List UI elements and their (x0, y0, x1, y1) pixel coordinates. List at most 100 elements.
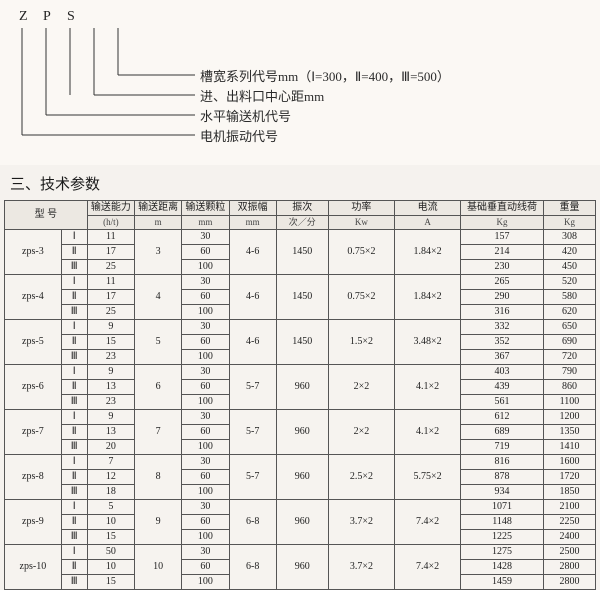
capacity-cell: 11 (87, 274, 134, 289)
col-unit: Kw (328, 216, 394, 230)
code-diagram: ZPS 槽宽系列代号mm（Ⅰ=300，Ⅱ=400，Ⅲ=500）进、出料口中心距m… (0, 0, 600, 165)
diagram-label: 水平输送机代号 (200, 106, 291, 125)
diagram-label: 槽宽系列代号mm（Ⅰ=300，Ⅱ=400，Ⅲ=500） (200, 66, 450, 85)
capacity-cell: 9 (87, 409, 134, 424)
variant-cell: Ⅲ (61, 484, 87, 499)
grain-cell: 60 (182, 379, 229, 394)
col-header: 型 号 (5, 201, 88, 230)
col-unit: mm (182, 216, 229, 230)
load-cell: 1071 (461, 499, 544, 514)
table-row: zps-3Ⅰ113304-614500.75×21.84×2157308 (5, 229, 596, 244)
freq-cell: 1450 (276, 319, 328, 364)
weight-cell: 720 (543, 349, 595, 364)
grain-cell: 30 (182, 229, 229, 244)
cur-cell: 1.84×2 (394, 229, 460, 274)
load-cell: 290 (461, 289, 544, 304)
load-cell: 316 (461, 304, 544, 319)
capacity-cell: 23 (87, 394, 134, 409)
pow-cell: 2.5×2 (328, 454, 394, 499)
freq-cell: 960 (276, 454, 328, 499)
weight-cell: 690 (543, 334, 595, 349)
capacity-cell: 15 (87, 529, 134, 544)
capacity-cell: 17 (87, 244, 134, 259)
amp-cell: 6-8 (229, 499, 276, 544)
grain-cell: 30 (182, 544, 229, 559)
freq-cell: 960 (276, 409, 328, 454)
freq-cell: 960 (276, 364, 328, 409)
cur-cell: 3.48×2 (394, 319, 460, 364)
amp-cell: 6-8 (229, 544, 276, 589)
pow-cell: 1.5×2 (328, 319, 394, 364)
grain-cell: 60 (182, 289, 229, 304)
pow-cell: 3.7×2 (328, 499, 394, 544)
table-row: zps-10Ⅰ5010306-89603.7×27.4×212752500 (5, 544, 596, 559)
dist-cell: 9 (135, 499, 182, 544)
load-cell: 719 (461, 439, 544, 454)
grain-cell: 60 (182, 469, 229, 484)
col-header: 振次 (276, 201, 328, 216)
svg-text:S: S (67, 9, 75, 24)
load-cell: 403 (461, 364, 544, 379)
cur-cell: 7.4×2 (394, 544, 460, 589)
weight-cell: 650 (543, 319, 595, 334)
col-header: 重量 (543, 201, 595, 216)
weight-cell: 1200 (543, 409, 595, 424)
col-header: 功率 (328, 201, 394, 216)
svg-text:P: P (43, 9, 51, 24)
capacity-cell: 20 (87, 439, 134, 454)
load-cell: 1225 (461, 529, 544, 544)
cur-cell: 7.4×2 (394, 499, 460, 544)
weight-cell: 1100 (543, 394, 595, 409)
dist-cell: 4 (135, 274, 182, 319)
weight-cell: 2400 (543, 529, 595, 544)
weight-cell: 2800 (543, 559, 595, 574)
weight-cell: 620 (543, 304, 595, 319)
pow-cell: 2×2 (328, 409, 394, 454)
capacity-cell: 17 (87, 289, 134, 304)
weight-cell: 2500 (543, 544, 595, 559)
capacity-cell: 13 (87, 424, 134, 439)
freq-cell: 960 (276, 499, 328, 544)
weight-cell: 2250 (543, 514, 595, 529)
weight-cell: 2100 (543, 499, 595, 514)
variant-cell: Ⅰ (61, 319, 87, 334)
grain-cell: 30 (182, 364, 229, 379)
capacity-cell: 15 (87, 574, 134, 589)
table-row: zps-7Ⅰ97305-79602×24.1×26121200 (5, 409, 596, 424)
variant-cell: Ⅰ (61, 544, 87, 559)
weight-cell: 1850 (543, 484, 595, 499)
pow-cell: 0.75×2 (328, 274, 394, 319)
amp-cell: 5-7 (229, 409, 276, 454)
col-header: 输送能力 (87, 201, 134, 216)
capacity-cell: 13 (87, 379, 134, 394)
load-cell: 214 (461, 244, 544, 259)
spec-table-wrap: 型 号输送能力输送距离输送颗粒双振幅振次功率电流基础垂直动线荷重量(h/t)mm… (0, 200, 600, 590)
spec-table: 型 号输送能力输送距离输送颗粒双振幅振次功率电流基础垂直动线荷重量(h/t)mm… (4, 200, 596, 590)
grain-cell: 60 (182, 334, 229, 349)
col-header: 基础垂直动线荷 (461, 201, 544, 216)
dist-cell: 10 (135, 544, 182, 589)
table-row: zps-4Ⅰ114304-614500.75×21.84×2265520 (5, 274, 596, 289)
variant-cell: Ⅱ (61, 244, 87, 259)
capacity-cell: 9 (87, 319, 134, 334)
weight-cell: 1600 (543, 454, 595, 469)
col-unit: A (394, 216, 460, 230)
variant-cell: Ⅲ (61, 259, 87, 274)
load-cell: 816 (461, 454, 544, 469)
section-title: 三、技术参数 (0, 165, 600, 200)
dist-cell: 8 (135, 454, 182, 499)
amp-cell: 4-6 (229, 229, 276, 274)
load-cell: 1428 (461, 559, 544, 574)
grain-cell: 100 (182, 439, 229, 454)
dist-cell: 7 (135, 409, 182, 454)
col-header: 输送颗粒 (182, 201, 229, 216)
load-cell: 367 (461, 349, 544, 364)
grain-cell: 60 (182, 244, 229, 259)
col-unit: Kg (543, 216, 595, 230)
variant-cell: Ⅲ (61, 394, 87, 409)
grain-cell: 30 (182, 274, 229, 289)
amp-cell: 4-6 (229, 319, 276, 364)
weight-cell: 308 (543, 229, 595, 244)
cur-cell: 1.84×2 (394, 274, 460, 319)
weight-cell: 860 (543, 379, 595, 394)
